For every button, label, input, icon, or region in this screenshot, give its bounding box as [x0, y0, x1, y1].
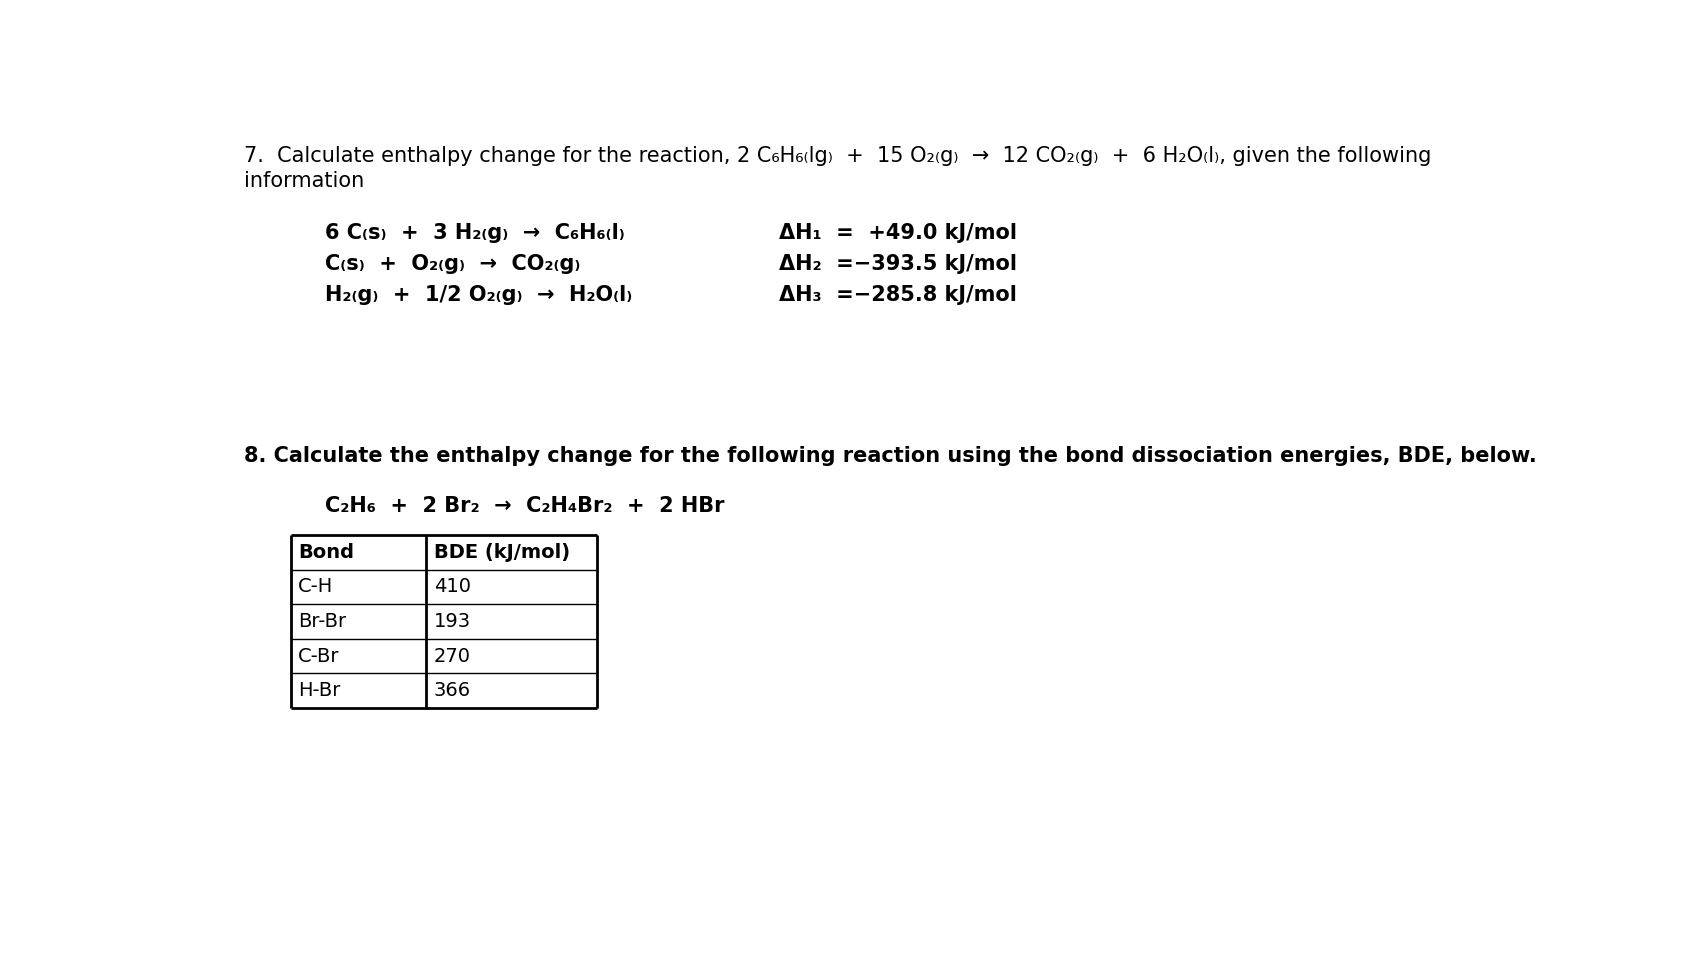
Text: 8. Calculate the enthalpy change for the following reaction using the bond disso: 8. Calculate the enthalpy change for the…	[244, 446, 1537, 467]
Text: 7.  Calculate enthalpy change for the reaction, 2 C₆H₆₍lg₎  +  15 O₂₍g₎  →  12 C: 7. Calculate enthalpy change for the rea…	[244, 146, 1431, 166]
Text: C₍s₎  +  O₂₍g₎  →  CO₂₍g₎: C₍s₎ + O₂₍g₎ → CO₂₍g₎	[325, 253, 581, 274]
Text: ΔH₁  =  +49.0 kJ/mol: ΔH₁ = +49.0 kJ/mol	[779, 223, 1017, 243]
Text: information: information	[244, 171, 365, 191]
Text: C-H: C-H	[298, 577, 334, 596]
Text: Br-Br: Br-Br	[298, 612, 346, 631]
Text: BDE (kJ/mol): BDE (kJ/mol)	[435, 542, 571, 562]
Text: Bond: Bond	[298, 542, 354, 562]
Text: C₂H₆  +  2 Br₂  →  C₂H₄Br₂  +  2 HBr: C₂H₆ + 2 Br₂ → C₂H₄Br₂ + 2 HBr	[325, 496, 724, 516]
Text: 6 C₍s₎  +  3 H₂₍g₎  →  C₆H₆₍l₎: 6 C₍s₎ + 3 H₂₍g₎ → C₆H₆₍l₎	[325, 223, 625, 243]
Text: ΔH₃  =−285.8 kJ/mol: ΔH₃ =−285.8 kJ/mol	[779, 284, 1017, 304]
Text: C-Br: C-Br	[298, 647, 339, 665]
Text: H-Br: H-Br	[298, 682, 341, 700]
Text: H₂₍g₎  +  1/2 O₂₍g₎  →  H₂O₍l₎: H₂₍g₎ + 1/2 O₂₍g₎ → H₂O₍l₎	[325, 284, 632, 304]
Text: 193: 193	[435, 612, 470, 631]
Text: 410: 410	[435, 577, 470, 596]
Text: 366: 366	[435, 682, 470, 700]
Text: ΔH₂  =−393.5 kJ/mol: ΔH₂ =−393.5 kJ/mol	[779, 253, 1017, 274]
Text: 270: 270	[435, 647, 470, 665]
